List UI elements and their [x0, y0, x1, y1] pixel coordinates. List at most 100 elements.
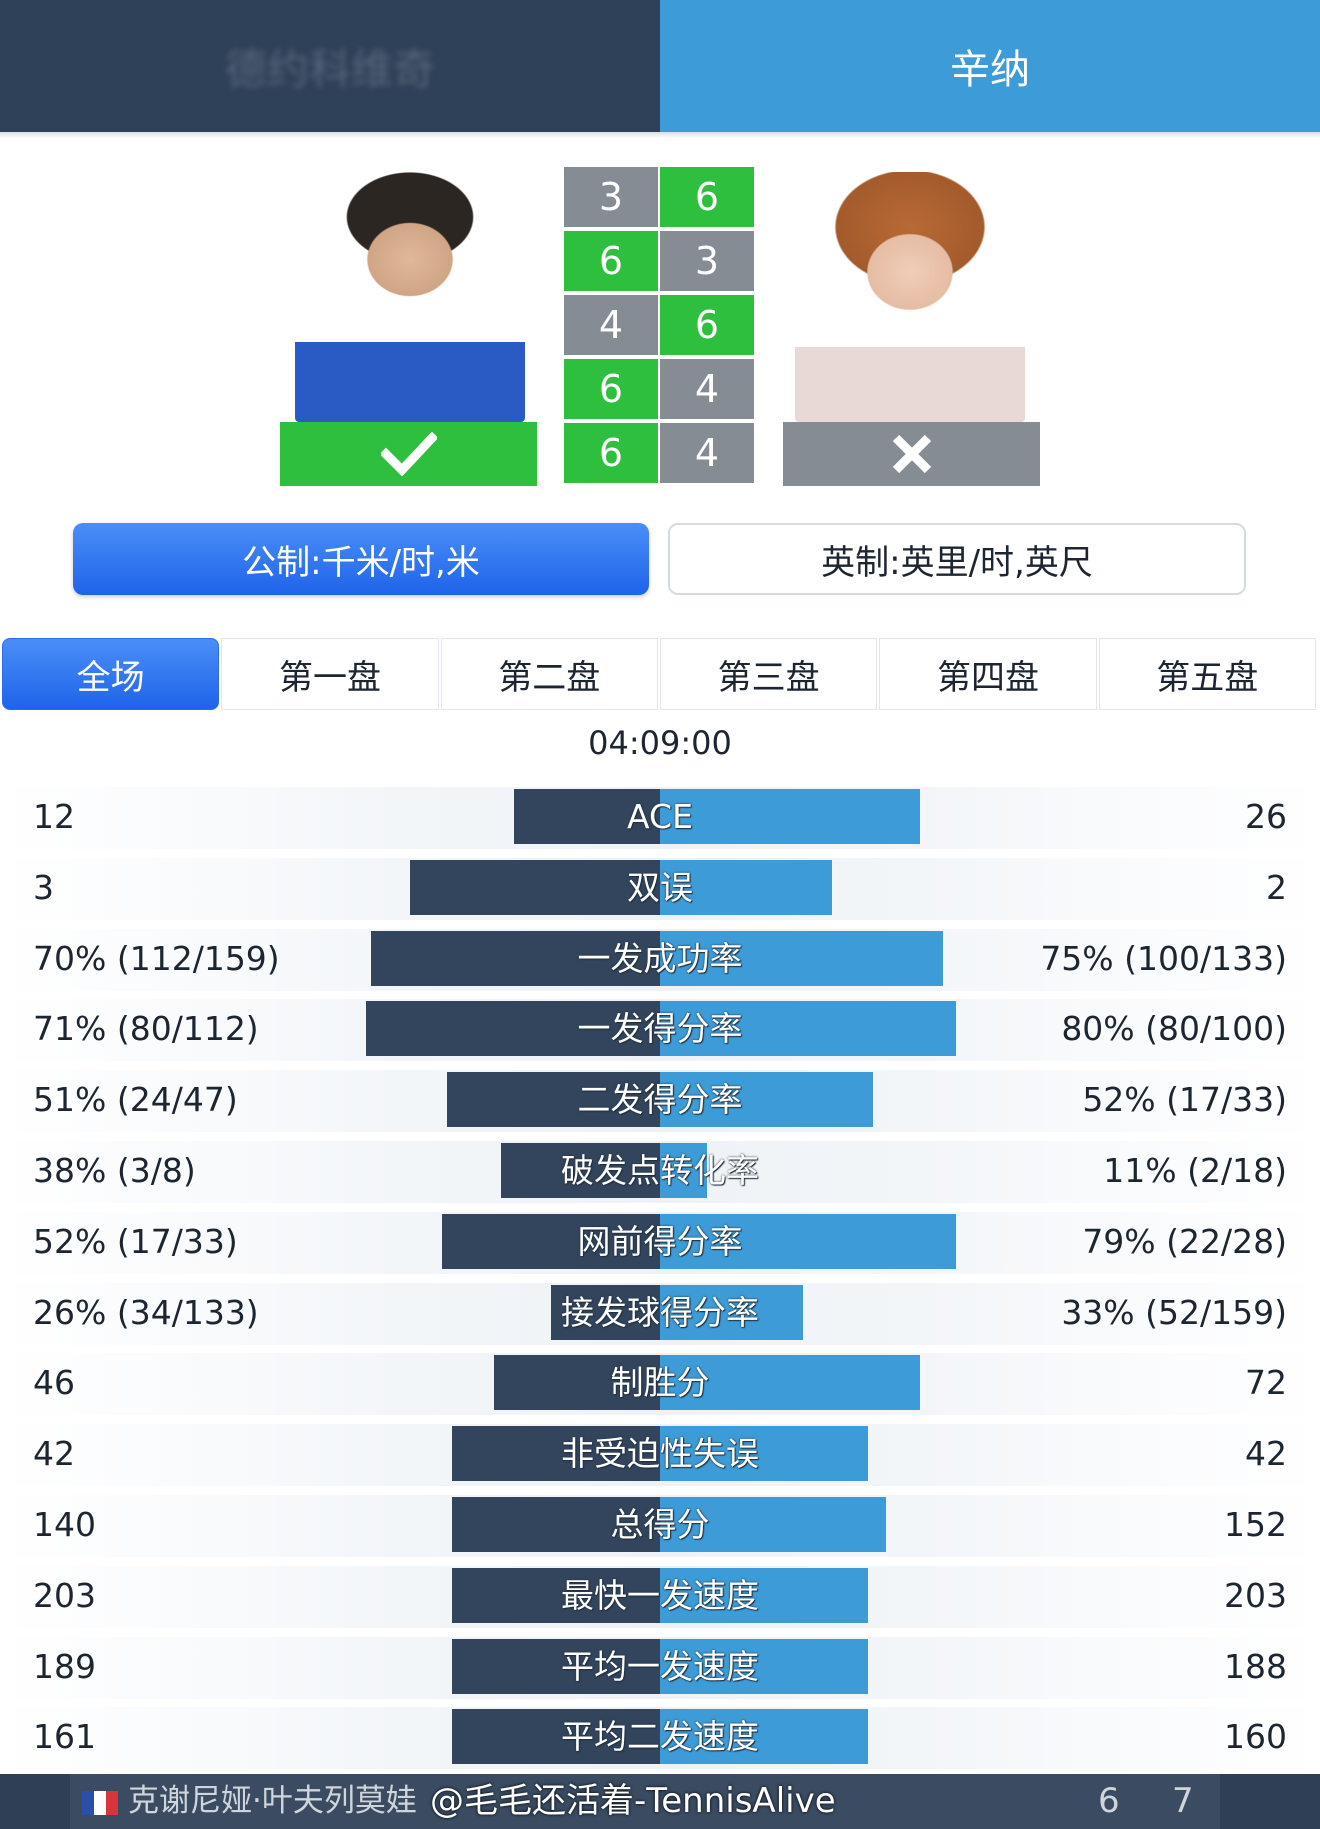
- right-stat-bar: [660, 1355, 920, 1411]
- tab-set-3[interactable]: 第三盘: [659, 638, 878, 710]
- right-set-score: 6: [660, 167, 754, 227]
- right-player-header: 辛纳: [660, 0, 1320, 132]
- stat-label: 总得分: [610, 1504, 710, 1544]
- stat-label: ACE: [627, 797, 693, 836]
- left-stat-value: 12: [33, 797, 75, 836]
- right-player-photo: [795, 172, 1025, 422]
- right-stat-bar: [660, 789, 920, 844]
- right-stat-value: 72: [1245, 1363, 1287, 1403]
- stat-label: 二发得分率: [577, 1080, 743, 1120]
- left-stat-value: 42: [33, 1434, 75, 1474]
- other-match-strip[interactable]: [70, 1774, 1220, 1829]
- left-stat-value: 70% (112/159): [33, 938, 280, 978]
- stat-row: 3 2 双误: [0, 854, 1320, 925]
- stat-row: 161 160 平均二发速度: [0, 1703, 1320, 1774]
- left-stat-bar: [366, 1001, 660, 1057]
- left-stat-bar: [494, 1355, 660, 1411]
- right-stat-bar: [660, 1426, 868, 1482]
- left-stat-value: 38% (3/8): [33, 1150, 196, 1190]
- right-stat-value: 203: [1224, 1575, 1287, 1615]
- right-stat-bar: [660, 1709, 868, 1765]
- left-stat-bar: [452, 1426, 660, 1482]
- right-stat-value: 42: [1245, 1434, 1287, 1474]
- other-match-score-a: 6: [1098, 1781, 1120, 1821]
- left-stat-value: 3: [33, 867, 54, 907]
- right-stat-bar: [660, 1638, 868, 1694]
- left-set-score: 4: [564, 295, 658, 355]
- stat-label: 双误: [627, 867, 693, 907]
- bottom-bar: 克谢尼娅·叶夫列莫娃 @毛毛还活着-TennisAlive 6 7: [0, 1774, 1320, 1829]
- left-player-name: 德约科维奇: [224, 44, 435, 94]
- left-stat-bar: [410, 859, 660, 915]
- left-stat-bar: [447, 1072, 660, 1128]
- imperial-units-button[interactable]: 英制:英里/时,英尺: [668, 523, 1246, 595]
- stat-row: 70% (112/159) 75% (100/133) 一发成功率: [0, 925, 1320, 996]
- stat-label: 一发得分率: [577, 1009, 743, 1049]
- stat-row: 52% (17/33) 79% (22/28) 网前得分率: [0, 1208, 1320, 1279]
- left-stat-value: 52% (17/33): [33, 1221, 238, 1261]
- winner-badge: [280, 422, 537, 486]
- left-stat-value: 140: [33, 1504, 96, 1544]
- left-stat-value: 71% (80/112): [33, 1009, 259, 1049]
- right-set-score: 3: [660, 231, 754, 291]
- france-flag-icon: [82, 1791, 118, 1815]
- loser-badge: [783, 422, 1040, 486]
- left-stat-bar: [371, 930, 660, 986]
- left-player-photo: [295, 172, 525, 422]
- tab-set-5[interactable]: 第五盘: [1098, 638, 1316, 710]
- right-stat-bar: [660, 1072, 873, 1128]
- stat-row: 189 188 平均一发速度: [0, 1633, 1320, 1704]
- tab-set-2[interactable]: 第二盘: [440, 638, 658, 710]
- other-match-score-b: 7: [1172, 1781, 1194, 1821]
- stat-row: 71% (80/112) 80% (80/100) 一发得分率: [0, 995, 1320, 1066]
- weibo-watermark: @毛毛还活着-TennisAlive: [430, 1781, 836, 1821]
- left-stat-value: 46: [33, 1363, 75, 1403]
- other-match-player: 克谢尼娅·叶夫列莫娃: [128, 1783, 417, 1819]
- right-stat-value: 152: [1224, 1504, 1287, 1544]
- stat-row: 46 72 制胜分: [0, 1349, 1320, 1420]
- stat-row: 42 42 非受迫性失误: [0, 1420, 1320, 1491]
- header-shadow: [0, 132, 1320, 138]
- stats-table: 12 26 ACE 3 2 双误 70% (112/159) 75% (100/133) 一发成…: [0, 783, 1320, 1774]
- left-stat-bar: [551, 1284, 660, 1340]
- right-stat-bar: [660, 1567, 868, 1623]
- right-stat-value: 33% (52/159): [1061, 1292, 1287, 1332]
- set-tabs: 全场 第一盘 第二盘 第三盘 第四盘 第五盘: [2, 638, 1318, 710]
- left-stat-value: 203: [33, 1575, 96, 1615]
- cross-icon: [892, 434, 931, 474]
- tab-set-0[interactable]: 全场: [2, 638, 220, 710]
- left-set-score: 6: [564, 231, 658, 291]
- left-stat-value: 161: [33, 1717, 96, 1757]
- right-stat-value: 52% (17/33): [1082, 1080, 1287, 1120]
- tab-set-4[interactable]: 第四盘: [879, 638, 1097, 710]
- match-header: 德约科维奇 辛纳: [0, 0, 1320, 132]
- right-stat-bar: [660, 859, 832, 915]
- right-stat-value: 160: [1224, 1717, 1287, 1757]
- left-stat-bar: [501, 1142, 660, 1198]
- stat-label: 接发球得分率: [561, 1292, 759, 1332]
- right-stat-value: 75% (100/133): [1040, 938, 1287, 978]
- right-stat-bar: [660, 1142, 707, 1198]
- left-stat-bar: [514, 789, 660, 844]
- right-set-score: 4: [660, 359, 754, 419]
- stat-row: 51% (24/47) 52% (17/33) 二发得分率: [0, 1066, 1320, 1137]
- left-player-header: 德约科维奇: [0, 0, 660, 132]
- stat-label: 平均一发速度: [561, 1646, 759, 1686]
- stat-label: 非受迫性失误: [561, 1434, 759, 1474]
- metric-units-button[interactable]: 公制:千米/时,米: [73, 523, 649, 595]
- left-set-score: 3: [564, 167, 658, 227]
- stat-label: 制胜分: [610, 1363, 710, 1403]
- left-set-score: 6: [564, 423, 658, 483]
- right-stat-bar: [660, 930, 943, 986]
- match-duration: 04:09:00: [588, 724, 732, 762]
- left-stat-bar: [452, 1496, 660, 1552]
- left-stat-bar: [452, 1567, 660, 1623]
- tab-set-1[interactable]: 第一盘: [221, 638, 439, 710]
- left-stat-value: 189: [33, 1646, 96, 1686]
- stat-label: 平均二发速度: [561, 1717, 759, 1757]
- stat-row: 203 203 最快一发速度: [0, 1562, 1320, 1633]
